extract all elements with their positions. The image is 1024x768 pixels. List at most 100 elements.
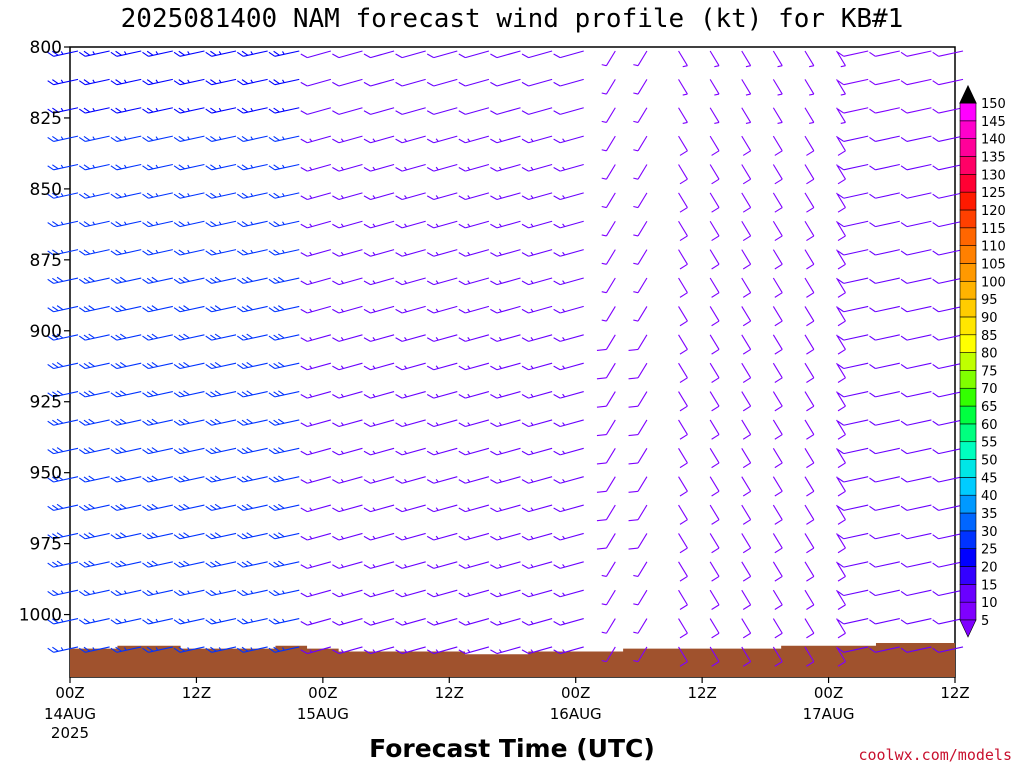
wind-barb bbox=[837, 447, 869, 455]
colorbar-label: 55 bbox=[981, 436, 998, 451]
barb-flag bbox=[151, 475, 159, 481]
barb-half-flag bbox=[530, 365, 534, 369]
barb-staff bbox=[211, 107, 237, 114]
barb-staff bbox=[843, 50, 869, 57]
barb-flag bbox=[395, 649, 403, 655]
barb-flag bbox=[178, 646, 186, 652]
barb-flag bbox=[115, 107, 122, 113]
wind-barb bbox=[709, 561, 720, 582]
wind-barb bbox=[601, 277, 616, 294]
wind-barb bbox=[173, 163, 205, 171]
barb-flag bbox=[426, 252, 434, 257]
wind-barb bbox=[332, 646, 363, 655]
barb-flag bbox=[214, 447, 222, 453]
barb-flag bbox=[88, 418, 95, 424]
wind-barb bbox=[426, 561, 458, 569]
barb-staff bbox=[741, 50, 752, 66]
wind-barb bbox=[678, 504, 688, 525]
barb-flag bbox=[900, 363, 908, 369]
wind-barb bbox=[932, 135, 964, 143]
barb-flag bbox=[363, 81, 371, 87]
wind-barb bbox=[837, 277, 869, 284]
barb-flag bbox=[88, 305, 95, 311]
wind-barb bbox=[78, 220, 110, 228]
barb-flag bbox=[205, 477, 212, 483]
wind-barb bbox=[553, 646, 584, 655]
barb-staff bbox=[465, 192, 490, 201]
colorbar-cell bbox=[959, 601, 977, 621]
wind-barb bbox=[142, 305, 173, 313]
barb-staff bbox=[709, 277, 720, 293]
wind-barb bbox=[395, 391, 426, 399]
barb-staff bbox=[560, 532, 584, 541]
wind-barb bbox=[709, 476, 720, 497]
barb-staff bbox=[148, 249, 173, 256]
barb-staff bbox=[678, 50, 688, 66]
wind-barb bbox=[741, 561, 752, 582]
colorbar-label: 70 bbox=[981, 382, 998, 397]
wind-barb bbox=[633, 50, 648, 67]
barb-flag bbox=[363, 592, 371, 598]
barb-staff bbox=[875, 334, 900, 341]
wind-barb bbox=[110, 192, 142, 199]
barb-flag bbox=[363, 394, 371, 399]
barb-half-flag bbox=[633, 603, 639, 606]
barb-staff bbox=[370, 192, 395, 201]
barb-flag bbox=[241, 277, 249, 283]
barb-half-flag bbox=[404, 535, 408, 540]
barb-half-flag bbox=[435, 195, 439, 199]
barb-flag bbox=[458, 195, 466, 200]
wind-barb bbox=[332, 476, 363, 484]
barb-flag bbox=[806, 434, 815, 440]
barb-flag bbox=[679, 405, 688, 412]
wind-barb bbox=[836, 533, 846, 554]
barb-flag bbox=[278, 333, 285, 339]
barb-flag bbox=[183, 333, 190, 339]
barb-staff bbox=[678, 448, 688, 464]
x-tick-time: 12Z bbox=[182, 684, 211, 702]
barb-flag bbox=[774, 405, 783, 412]
barb-flag bbox=[151, 503, 159, 509]
barb-flag bbox=[774, 490, 783, 497]
wind-barb bbox=[804, 618, 815, 639]
barb-staff bbox=[338, 78, 363, 87]
barb-staff bbox=[465, 589, 490, 598]
barb-staff bbox=[875, 447, 900, 455]
barb-half-flag bbox=[840, 65, 846, 68]
barb-staff bbox=[179, 107, 205, 114]
wind-barb bbox=[47, 107, 79, 114]
barb-flag bbox=[553, 507, 561, 513]
barb-half-flag bbox=[435, 620, 439, 625]
barb-staff bbox=[496, 135, 521, 144]
barb-flag bbox=[146, 164, 154, 170]
wind-barb bbox=[678, 533, 688, 554]
barb-half-flag bbox=[530, 138, 534, 142]
barb-flag bbox=[774, 519, 783, 525]
barb-flag bbox=[490, 337, 498, 342]
wind-barb bbox=[601, 107, 616, 123]
barb-flag bbox=[837, 661, 846, 667]
barb-flag bbox=[490, 308, 498, 314]
barb-flag bbox=[711, 263, 720, 270]
wind-barb bbox=[521, 561, 553, 569]
wind-barb bbox=[900, 419, 932, 426]
wind-barb bbox=[601, 561, 616, 578]
barb-half-flag bbox=[309, 478, 313, 483]
barb-flag bbox=[47, 591, 54, 596]
barb-half-flag bbox=[340, 251, 344, 256]
barb-half-flag bbox=[372, 393, 376, 398]
barb-staff bbox=[307, 532, 332, 541]
colorbar-label: 130 bbox=[981, 168, 1006, 183]
credit-text[interactable]: coolwx.com/models bbox=[858, 746, 1012, 764]
barb-staff bbox=[637, 306, 648, 322]
barb-flag bbox=[395, 592, 403, 598]
colorbar-cell bbox=[959, 245, 977, 264]
barb-flag bbox=[300, 621, 308, 626]
wind-barb bbox=[837, 135, 869, 143]
barb-staff bbox=[179, 334, 205, 341]
barb-staff bbox=[804, 164, 815, 180]
wind-barb bbox=[837, 50, 869, 57]
barb-half-flag bbox=[340, 422, 344, 426]
barb-flag bbox=[210, 391, 217, 397]
barb-flag bbox=[52, 646, 59, 652]
